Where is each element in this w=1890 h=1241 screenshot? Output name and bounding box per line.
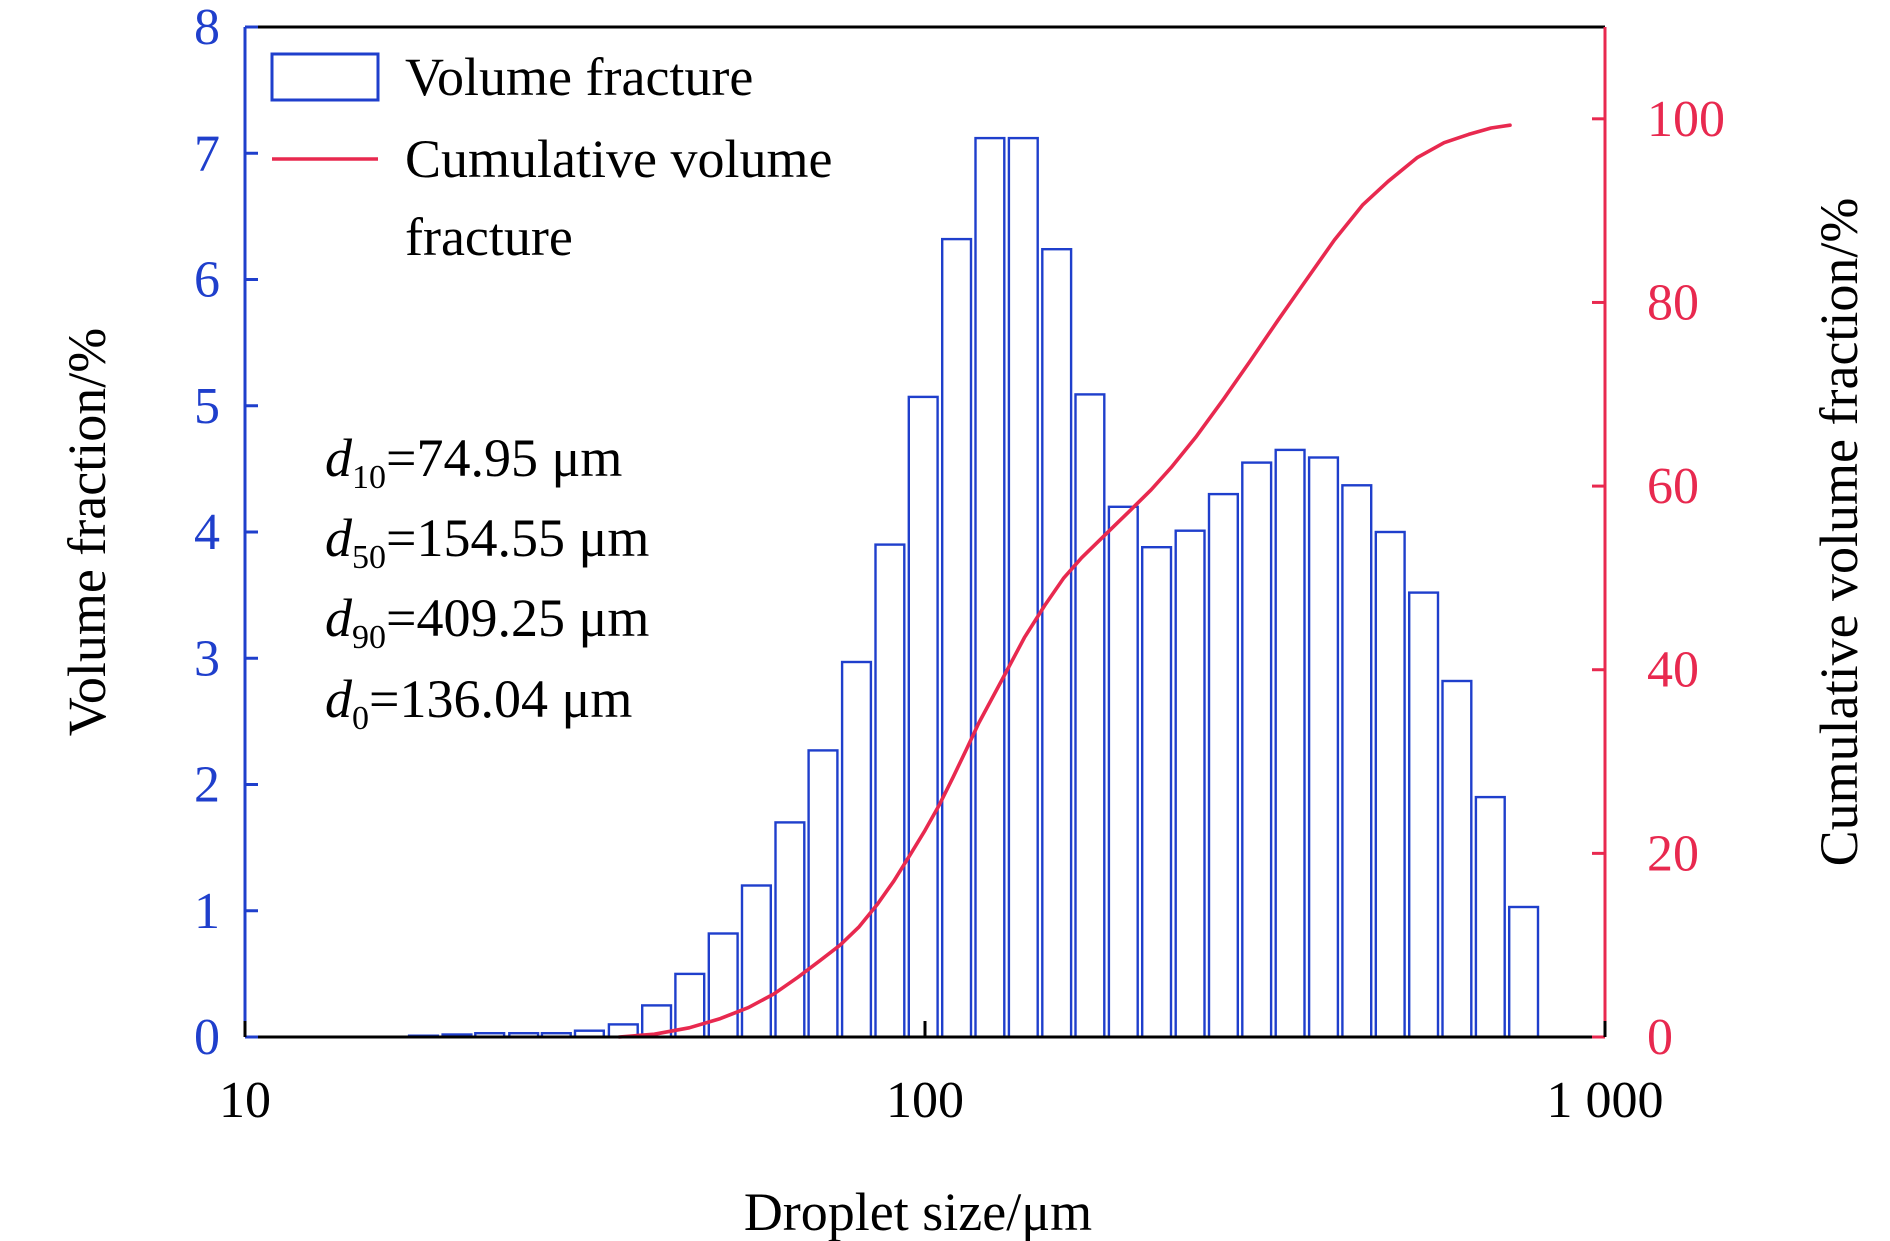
left-y-tick-label: 6: [194, 252, 220, 309]
left-y-tick-label: 4: [194, 504, 220, 561]
left-y-tick-label: 2: [194, 757, 220, 814]
histogram-bar: [707, 932, 739, 1039]
histogram-bar: [1307, 456, 1340, 1039]
x-tick-label: 1 000: [1547, 1072, 1664, 1129]
histogram-bar: [1374, 530, 1406, 1039]
annotation-symbol: d: [325, 669, 353, 729]
left-y-tick-label: 7: [194, 125, 220, 182]
left-y-tick-label: 8: [194, 0, 220, 56]
annotation-value: =154.55 μm: [386, 508, 649, 568]
legend-label-cumulative-line2: fracture: [405, 207, 573, 267]
statistic-annotation: d10=74.95 μm: [325, 428, 622, 496]
histogram-bar: [1474, 795, 1506, 1039]
annotation-symbol: d: [325, 588, 353, 648]
left-y-tick-label: 3: [194, 630, 220, 687]
annotation-subscript: 90: [352, 619, 386, 656]
x-axis-title: Droplet size/μm: [744, 1182, 1092, 1241]
histogram-bar: [774, 821, 806, 1039]
histogram-bar: [1507, 905, 1540, 1039]
right-y-tick-label: 40: [1647, 642, 1699, 699]
histogram-bar: [840, 660, 873, 1039]
annotation-symbol: d: [325, 508, 353, 568]
annotation-subscript: 10: [352, 459, 386, 496]
histogram-bar: [807, 749, 839, 1039]
annotation-symbol: d: [325, 428, 353, 488]
histogram-bar: [1074, 393, 1106, 1039]
histogram-bar: [1207, 492, 1239, 1039]
legend-label-cumulative-line1: Cumulative volume: [405, 129, 832, 189]
annotation-subscript: 50: [352, 539, 386, 576]
statistic-annotation: d50=154.55 μm: [325, 508, 649, 576]
annotation-value: =136.04 μm: [369, 669, 632, 729]
cumulative-volume-line: [617, 123, 1512, 1039]
histogram-bar: [941, 237, 973, 1039]
histogram-bar: [1341, 484, 1373, 1039]
axes-layer: [243, 25, 1607, 1039]
annotation-value: =409.25 μm: [386, 588, 649, 648]
histogram-bar: [1441, 679, 1473, 1039]
statistic-annotation: d90=409.25 μm: [325, 588, 649, 656]
right-y-tick-label: 20: [1647, 825, 1699, 882]
right-y-tick-label: 100: [1647, 91, 1725, 148]
histogram-bar: [1007, 136, 1039, 1039]
left-y-axis-title: Volume fraction/%: [57, 328, 117, 736]
right-y-tick-label: 60: [1647, 458, 1699, 515]
histogram-bar: [1274, 448, 1306, 1039]
bars-layer: [407, 136, 1540, 1039]
left-y-tick-label: 1: [194, 883, 220, 940]
legend-bar-swatch: [270, 52, 380, 102]
histogram-bar: [1407, 591, 1440, 1039]
right-y-axis-title: Cumulative volume fraction/%: [1809, 198, 1869, 867]
right-y-tick-label: 0: [1647, 1009, 1673, 1066]
left-y-tick-label: 5: [194, 378, 220, 435]
statistic-annotation: d0=136.04 μm: [325, 669, 632, 737]
annotation-value: =74.95 μm: [386, 428, 622, 488]
histogram-bar: [1174, 529, 1206, 1039]
x-tick-label: 100: [886, 1072, 964, 1129]
histogram-bar: [1041, 247, 1073, 1039]
histogram-bar: [740, 884, 772, 1039]
histogram-bar: [907, 395, 939, 1039]
left-y-tick-label: 0: [194, 1009, 220, 1066]
legend-label-volume-fracture: Volume fracture: [405, 47, 753, 107]
histogram-bar: [1107, 505, 1139, 1039]
histogram-bar: [1140, 546, 1173, 1039]
histogram-bar: [974, 136, 1006, 1039]
histogram-bar: [1241, 461, 1273, 1039]
cumulative-line-layer: [617, 123, 1512, 1039]
right-y-tick-label: 80: [1647, 274, 1699, 331]
histogram-bar: [874, 543, 906, 1039]
x-tick-label: 10: [219, 1072, 271, 1129]
annotation-subscript: 0: [352, 700, 369, 737]
